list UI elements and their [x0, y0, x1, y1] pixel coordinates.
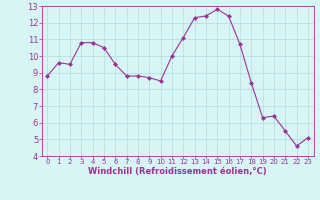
X-axis label: Windchill (Refroidissement éolien,°C): Windchill (Refroidissement éolien,°C)	[88, 167, 267, 176]
